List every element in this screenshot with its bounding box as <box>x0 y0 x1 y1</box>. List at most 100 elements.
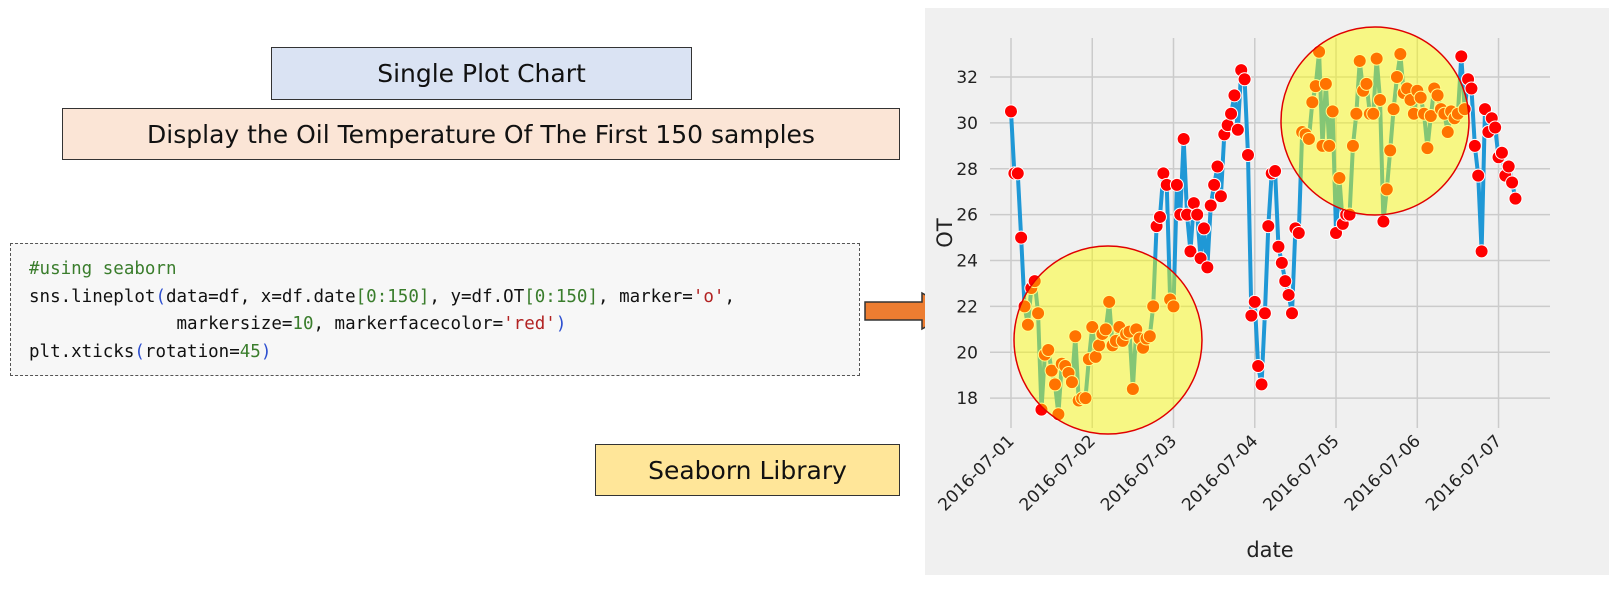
marker <box>1413 90 1428 105</box>
code-line: plt.xticks(rotation=45) <box>29 339 841 367</box>
code-token: #using seaborn <box>29 259 177 279</box>
title-box: Single Plot Chart <box>271 47 692 100</box>
chart: 18202224262830322016-07-012016-07-022016… <box>925 8 1609 575</box>
marker <box>1383 143 1398 158</box>
marker <box>1285 306 1300 321</box>
marker <box>1257 306 1272 321</box>
code-token: ( <box>134 341 145 362</box>
y-tick-label: 20 <box>956 343 978 363</box>
marker <box>1078 391 1093 406</box>
x-axis-label: date <box>1246 538 1293 562</box>
marker <box>1420 141 1435 156</box>
code-line: markersize=10, markerfacecolor='red') <box>29 311 841 339</box>
highlight-circle <box>1013 245 1203 435</box>
marker <box>1224 106 1239 121</box>
marker <box>1376 214 1391 229</box>
y-axis-label: OT <box>933 218 957 248</box>
subtitle: Display the Oil Temperature Of The First… <box>147 119 815 149</box>
code-token: plt.xticks <box>29 341 135 362</box>
marker <box>1240 148 1255 162</box>
marker <box>1098 322 1113 337</box>
marker <box>1156 166 1171 181</box>
library-box: Seaborn Library <box>595 444 900 496</box>
marker <box>1048 377 1063 392</box>
marker <box>1125 382 1140 396</box>
marker <box>1203 198 1218 213</box>
marker <box>1003 104 1018 119</box>
marker <box>1186 196 1201 211</box>
marker <box>1474 244 1489 259</box>
code-token: 10 <box>292 314 314 334</box>
marker <box>1210 159 1225 174</box>
marker <box>1183 244 1198 259</box>
marker <box>1501 159 1516 174</box>
marker <box>1166 299 1181 314</box>
y-tick-label: 24 <box>956 252 978 272</box>
marker <box>1230 122 1245 137</box>
marker <box>1345 138 1360 153</box>
marker <box>1342 207 1357 222</box>
marker <box>1423 109 1438 123</box>
code-token: , y=df.OT <box>429 286 525 307</box>
marker <box>1464 81 1479 96</box>
marker <box>1152 209 1167 224</box>
marker <box>1366 106 1381 121</box>
code-token: sns.lineplot <box>29 286 156 307</box>
marker <box>1237 72 1252 87</box>
code-line: sns.lineplot(data=df, x=df.date[0:150], … <box>29 284 841 312</box>
marker <box>1430 88 1445 103</box>
marker <box>1301 131 1316 146</box>
marker <box>1064 375 1079 390</box>
marker <box>1373 92 1388 107</box>
code-token: 45 <box>239 341 261 362</box>
marker <box>1169 177 1184 192</box>
code-token: [0:150] <box>355 286 430 307</box>
code-token: [0:150] <box>524 286 598 307</box>
code-token: data=df, x=df.date <box>165 286 356 307</box>
code-token: , <box>724 286 735 307</box>
marker <box>1393 47 1408 62</box>
marker <box>1318 76 1333 91</box>
y-tick-label: 30 <box>956 114 978 134</box>
marker <box>1244 308 1259 323</box>
library-label: Seaborn Library <box>648 455 847 485</box>
subtitle-box: Display the Oil Temperature Of The First… <box>62 108 900 160</box>
marker <box>1176 131 1191 146</box>
marker <box>1359 76 1374 91</box>
marker <box>1322 138 1337 153</box>
marker <box>1505 175 1520 190</box>
marker <box>1386 102 1401 117</box>
plot <box>1003 44 1523 422</box>
marker <box>1085 320 1100 335</box>
marker <box>1369 51 1384 66</box>
marker <box>1041 343 1056 357</box>
highlight-circle <box>1280 26 1470 216</box>
code-token: 'o' <box>692 286 725 307</box>
marker <box>1271 239 1286 254</box>
marker <box>1102 294 1117 309</box>
marker <box>1467 138 1482 153</box>
marker <box>1268 164 1283 179</box>
marker <box>1454 49 1469 64</box>
marker <box>1291 226 1306 240</box>
marker <box>1508 191 1523 206</box>
marker <box>1278 274 1293 289</box>
marker <box>1227 88 1242 103</box>
code-token: , marker= <box>598 286 693 307</box>
marker <box>1247 294 1262 309</box>
y-tick-label: 18 <box>956 389 978 409</box>
code-token: ) <box>555 314 567 334</box>
marker <box>1440 125 1455 140</box>
code-token: markersize= <box>29 314 293 334</box>
marker <box>1031 306 1046 321</box>
marker <box>1068 329 1083 344</box>
marker <box>1142 329 1157 344</box>
marker <box>1254 377 1269 392</box>
marker <box>1379 182 1394 197</box>
marker <box>1494 145 1509 160</box>
y-tick-label: 28 <box>956 160 978 180</box>
marker <box>1389 70 1404 84</box>
marker <box>1200 260 1215 275</box>
marker <box>1196 221 1211 236</box>
